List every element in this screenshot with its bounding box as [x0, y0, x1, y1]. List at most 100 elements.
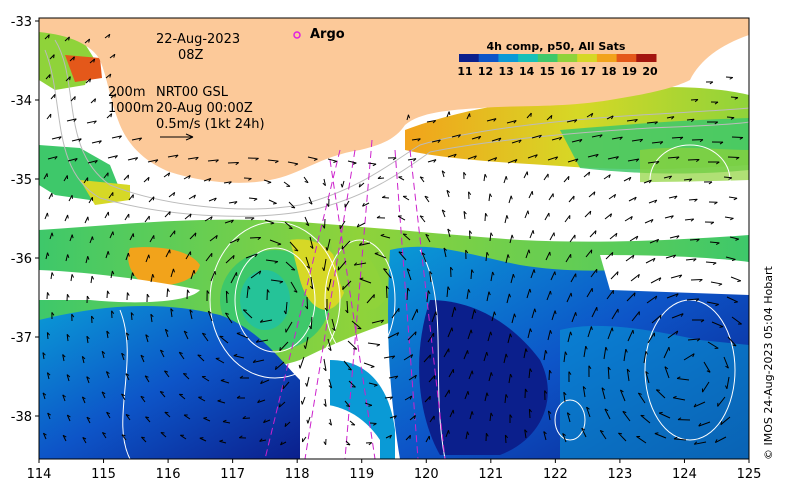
velocity-arrowhead	[368, 404, 373, 407]
velocity-arrowhead	[396, 332, 400, 336]
y-tick-label: -34	[11, 94, 32, 109]
velocity-arrowhead	[346, 443, 351, 446]
velocity-arrow	[187, 156, 199, 160]
velocity-arrowhead	[164, 370, 169, 373]
velocity-arrow	[81, 356, 85, 364]
velocity-arrow	[503, 353, 507, 364]
velocity-arrowhead	[615, 233, 618, 237]
velocity-arrow	[304, 216, 310, 226]
velocity-arrow	[489, 232, 492, 242]
velocity-arrow	[627, 329, 634, 342]
velocity-arrow	[349, 420, 356, 426]
velocity-arrow	[327, 338, 332, 351]
velocity-arrowhead	[232, 255, 235, 260]
velocity-arrow	[121, 393, 126, 401]
velocity-arrowhead	[118, 135, 122, 139]
velocity-arrowhead	[71, 234, 74, 239]
velocity-arrowhead	[626, 368, 631, 373]
velocity-arrowhead	[734, 301, 738, 303]
velocity-arrow	[551, 136, 562, 141]
velocity-arrow	[508, 195, 512, 204]
velocity-arrowhead	[471, 269, 474, 274]
velocity-arrow	[491, 311, 495, 322]
velocity-arrowhead	[47, 252, 50, 257]
velocity-arrowhead	[485, 433, 489, 437]
velocity-arrowhead	[672, 254, 677, 259]
velocity-arrowhead	[386, 285, 389, 290]
velocity-arrowhead	[486, 392, 489, 397]
velocity-arrowhead	[213, 197, 217, 202]
velocity-arrow	[528, 191, 533, 199]
velocity-arrow	[104, 211, 109, 219]
velocity-arrowhead	[714, 439, 718, 443]
velocity-arrowhead	[272, 202, 277, 205]
velocity-arrowhead	[567, 412, 571, 416]
velocity-arrowhead	[737, 280, 741, 283]
velocity-arrowhead	[739, 137, 744, 140]
velocity-arrowhead	[706, 370, 711, 373]
velocity-arrowhead	[451, 327, 454, 332]
velocity-arrow	[507, 159, 518, 164]
y-tick-label: -37	[11, 331, 32, 346]
velocity-arrow	[210, 270, 216, 282]
velocity-arrow	[729, 236, 739, 240]
velocity-arrowhead	[236, 395, 241, 399]
velocity-arrowhead	[270, 222, 275, 225]
velocity-arrow	[525, 249, 530, 259]
velocity-arrow	[491, 137, 502, 142]
velocity-arrow	[447, 327, 453, 338]
velocity-arrowhead	[529, 328, 532, 333]
velocity-arrowhead	[313, 158, 318, 161]
velocity-arrow	[709, 241, 720, 244]
velocity-arrowhead	[91, 236, 94, 241]
velocity-arrowhead	[713, 201, 718, 205]
velocity-arrow	[170, 308, 173, 318]
velocity-arrow	[428, 375, 436, 383]
velocity-arrowhead	[86, 335, 90, 340]
velocity-arrowhead	[356, 223, 360, 228]
velocity-arrow	[606, 290, 614, 300]
velocity-arrowhead	[283, 310, 287, 315]
velocity-arrowhead	[616, 271, 619, 276]
colorbar-tick-label: 17	[581, 65, 596, 78]
velocity-arrow	[720, 416, 731, 426]
velocity-arrowhead	[632, 254, 635, 259]
velocity-arrow	[86, 376, 90, 384]
velocity-arrow	[527, 154, 538, 159]
velocity-arrow	[707, 341, 719, 349]
velocity-arrow	[599, 430, 607, 440]
velocity-arrowhead	[113, 54, 116, 58]
velocity-arrow	[282, 381, 290, 390]
velocity-arrowhead	[288, 227, 293, 230]
velocity-arrowhead	[189, 309, 193, 313]
velocity-arrowhead	[67, 214, 69, 219]
velocity-arrow	[62, 435, 67, 442]
velocity-arrowhead	[659, 411, 663, 414]
velocity-arrowhead	[469, 113, 471, 118]
velocity-arrowhead	[443, 247, 447, 251]
velocity-arrowhead	[86, 295, 90, 300]
velocity-arrow	[466, 113, 470, 120]
velocity-arrowhead	[172, 268, 175, 273]
velocity-arrow	[548, 370, 551, 381]
velocity-arrow	[702, 381, 710, 393]
velocity-arrowhead	[199, 437, 204, 439]
velocity-arrowhead	[46, 212, 49, 217]
velocity-arrow	[343, 360, 352, 371]
velocity-arrow	[446, 111, 450, 118]
velocity-arrow	[148, 196, 155, 203]
velocity-arrowhead	[326, 287, 329, 291]
velocity-arrowhead	[217, 399, 222, 402]
velocity-arrowhead	[51, 312, 55, 316]
velocity-arrowhead	[494, 157, 498, 161]
velocity-arrow	[249, 236, 261, 239]
velocity-arrow	[341, 240, 351, 250]
velocity-arrowhead	[733, 197, 738, 201]
velocity-arrowhead	[305, 223, 310, 227]
velocity-arrowhead	[127, 174, 130, 179]
velocity-arrowhead	[607, 366, 611, 371]
velocity-arrowhead	[720, 421, 723, 425]
velocity-arrowhead	[450, 266, 454, 271]
velocity-arrow	[260, 379, 270, 385]
velocity-arrowhead	[222, 419, 227, 423]
